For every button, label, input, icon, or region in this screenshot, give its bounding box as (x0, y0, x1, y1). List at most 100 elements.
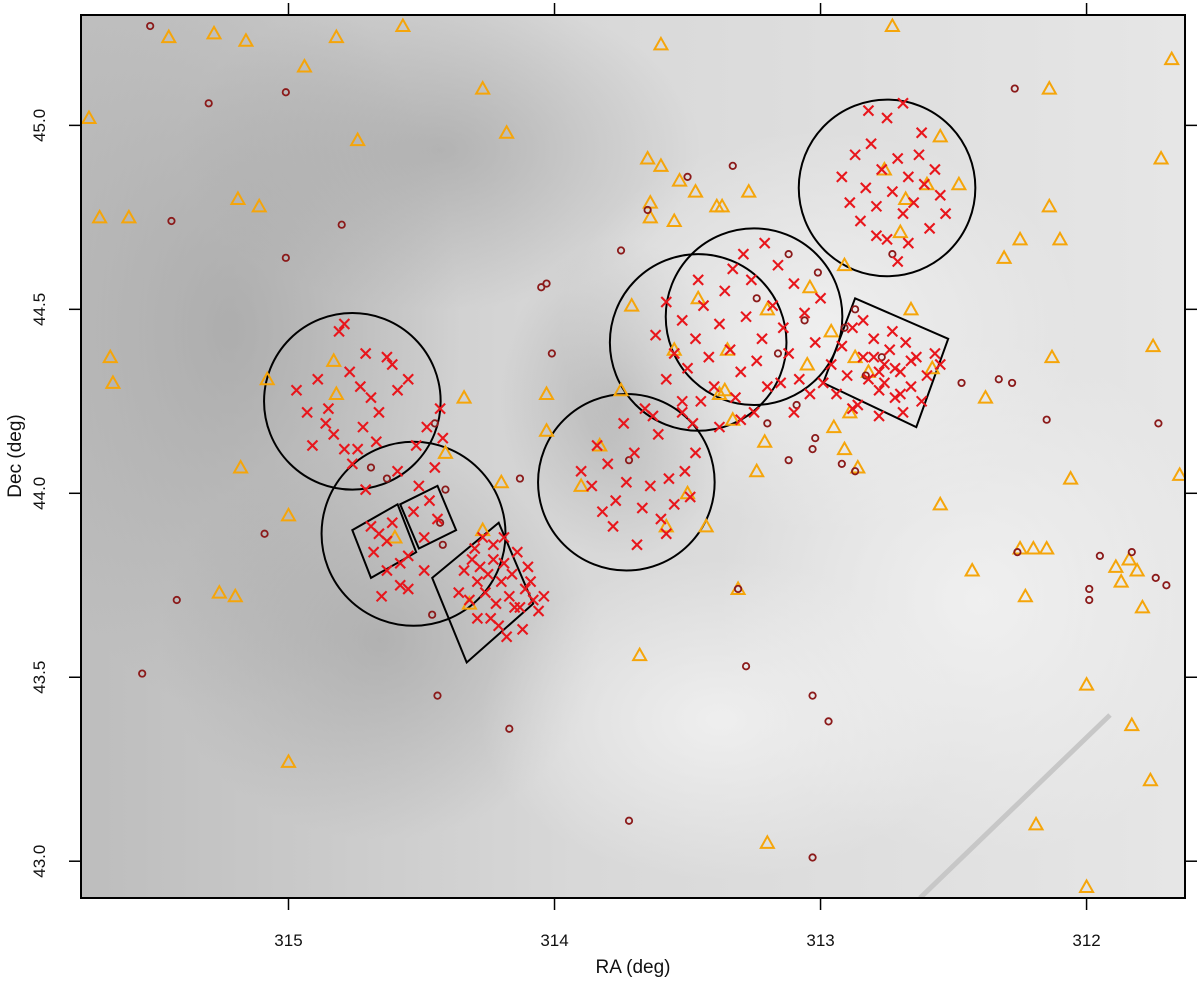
circle-marker (752, 294, 761, 303)
x-marker (506, 568, 518, 580)
triangle-marker (538, 422, 555, 437)
region-box (351, 502, 418, 580)
x-marker (894, 388, 907, 400)
circle-marker (441, 485, 450, 494)
circle-marker (281, 88, 290, 97)
triangle-marker (1017, 587, 1034, 603)
x-marker (357, 421, 369, 433)
x-marker (881, 112, 893, 124)
x-marker (407, 505, 420, 518)
circle-marker (167, 216, 176, 226)
triangle-marker (713, 197, 731, 213)
x-marker (687, 417, 699, 430)
x-marker (312, 373, 324, 385)
x-marker (857, 314, 869, 327)
x-marker (322, 402, 335, 415)
x-marker (338, 443, 351, 455)
x-marker (740, 310, 752, 323)
x-marker (689, 447, 702, 459)
triangle-marker (652, 35, 670, 51)
x-marker (750, 355, 763, 367)
x-marker (852, 399, 864, 411)
x-marker (476, 531, 489, 544)
x-marker (897, 406, 909, 419)
x-marker (290, 384, 303, 397)
x-marker (468, 542, 481, 555)
region-box (398, 484, 458, 550)
x-marker (338, 318, 351, 330)
triangle-marker (538, 385, 555, 400)
x-marker (394, 579, 406, 592)
x-marker (905, 355, 917, 367)
x-marker (482, 568, 494, 580)
triangle-marker (652, 157, 670, 172)
x-marker (490, 597, 502, 610)
x-marker (886, 185, 899, 198)
x-marker (905, 380, 917, 393)
x-marker (748, 406, 760, 419)
circle-marker (851, 305, 860, 314)
x-marker (804, 388, 816, 400)
x-marker (351, 443, 364, 455)
x-marker (891, 152, 904, 165)
x-marker (508, 601, 521, 614)
x-marker (346, 458, 359, 470)
triangle-marker (977, 389, 994, 404)
x-marker (727, 263, 739, 275)
x-marker (766, 299, 779, 312)
x-marker (484, 612, 497, 625)
circle-marker (811, 434, 820, 443)
x-marker (862, 104, 875, 117)
triangle-marker (846, 348, 864, 364)
x-marker (306, 439, 319, 452)
circle-marker (505, 724, 514, 733)
x-marker (516, 623, 529, 636)
x-marker (870, 200, 883, 213)
triangle-marker (639, 149, 656, 165)
x-marker (381, 535, 393, 547)
regions-layer (263, 98, 977, 665)
triangle-marker (1043, 348, 1061, 364)
triangle-marker (237, 32, 255, 47)
circle-marker (547, 349, 556, 358)
x-marker (354, 380, 367, 393)
triangle-marker (756, 433, 773, 448)
triangle-marker (328, 385, 345, 400)
x-marker (365, 391, 377, 404)
triangle-marker (612, 381, 630, 397)
axes-layer: 315 314 313 312 43.0 43.5 44.0 44.5 45.0 (30, 3, 1197, 950)
x-marker (479, 586, 492, 599)
x-marker (343, 366, 356, 378)
x-marker (660, 373, 672, 385)
x-tick-label: 313 (806, 931, 834, 950)
triangle-marker (280, 506, 297, 522)
triangle-marker (455, 389, 473, 404)
x-marker (689, 333, 702, 345)
triangle-marker (759, 834, 776, 849)
x-marker (915, 395, 928, 408)
circle-marker (840, 323, 849, 332)
x-marker (423, 494, 436, 507)
circle-marker (1127, 548, 1136, 557)
x-marker (788, 277, 800, 290)
x-marker (676, 395, 688, 408)
x-marker (631, 539, 643, 551)
x-marker (868, 351, 880, 363)
circle-marker (1085, 584, 1094, 594)
x-marker (692, 274, 704, 286)
x-marker (391, 384, 404, 397)
y-tick-label: 43.5 (30, 661, 49, 694)
x-marker (729, 391, 742, 404)
triangle-marker (160, 28, 178, 44)
x-marker (668, 347, 680, 360)
triangle-marker (1041, 197, 1058, 213)
triangle-marker (884, 17, 901, 33)
x-marker (437, 432, 449, 444)
x-marker (814, 292, 827, 305)
triangle-marker (280, 753, 297, 768)
x-marker (386, 358, 398, 371)
x-marker (524, 575, 537, 588)
region-circle (608, 253, 788, 432)
x-marker (913, 149, 925, 161)
x-marker (391, 465, 404, 477)
